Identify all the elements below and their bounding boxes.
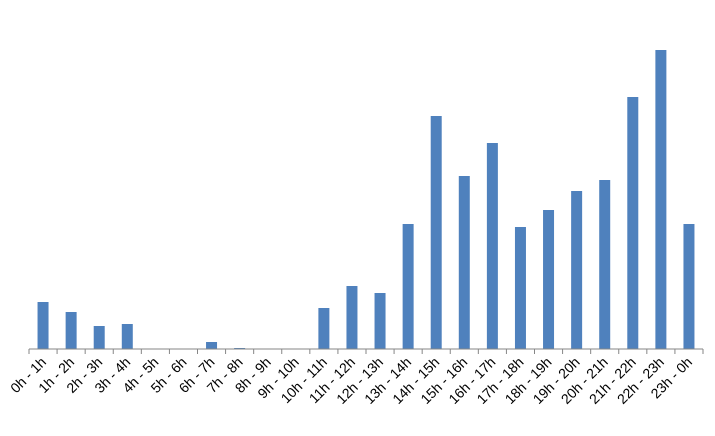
bar-15 — [458, 176, 470, 349]
bar-3 — [121, 324, 133, 349]
bar-11 — [346, 286, 358, 349]
bar-17 — [514, 227, 526, 349]
bar-0 — [37, 302, 49, 349]
bar-13 — [402, 224, 414, 349]
bar-20 — [599, 180, 611, 349]
bar-1 — [65, 312, 77, 349]
bar-23 — [683, 224, 695, 349]
bar-21 — [627, 97, 639, 349]
bar-14 — [430, 116, 442, 349]
bar-10 — [318, 308, 330, 349]
bar-16 — [486, 143, 498, 349]
bar-19 — [571, 191, 583, 349]
bar-18 — [543, 210, 555, 349]
bar-12 — [374, 293, 386, 349]
x-axis — [28, 348, 704, 354]
bar-22 — [655, 50, 667, 349]
bar-6 — [206, 342, 218, 349]
bar-2 — [93, 326, 105, 349]
bars-group — [37, 50, 695, 349]
